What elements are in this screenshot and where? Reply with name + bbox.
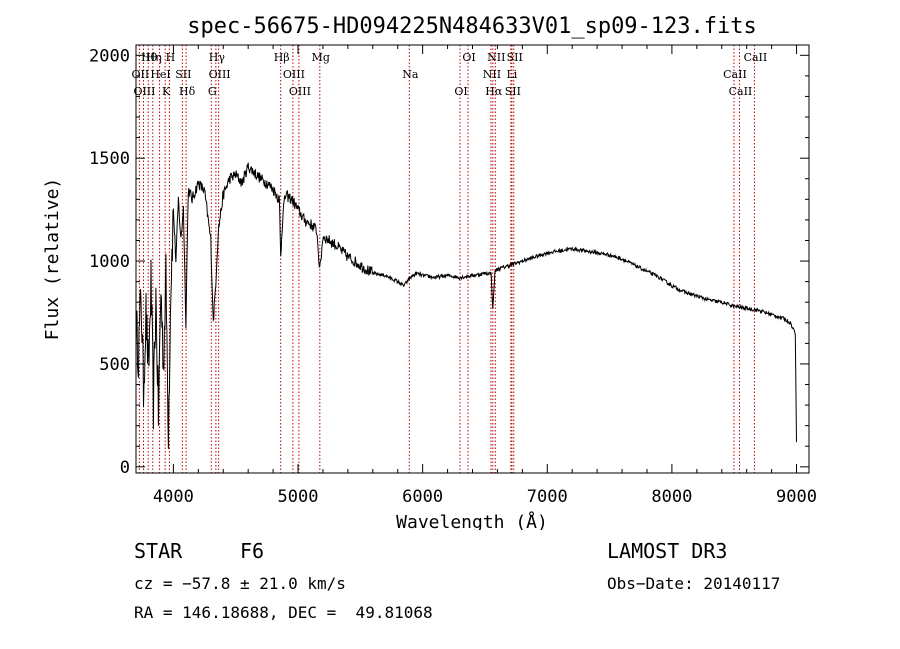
line-labels: Hθ OII OIII Hη HeI K H SII Hδ Hγ OIII G Hβ OIII OIII Mg… <box>132 51 768 98</box>
line-label: NII <box>487 51 505 64</box>
line-label: OI <box>454 85 467 98</box>
x-tick-label: 5000 <box>278 487 319 507</box>
line-label: HeI <box>150 68 170 81</box>
y-tick-label: 500 <box>99 355 130 375</box>
y-axis-ticks: 0 500 1000 1500 2000 <box>89 46 809 478</box>
y-axis-label: Flux (relative) <box>42 178 63 341</box>
line-label: CaII <box>723 68 747 81</box>
line-label: G <box>208 85 217 98</box>
line-label: OIII <box>133 85 155 98</box>
line-label: OII <box>132 68 150 81</box>
line-label: Na <box>402 68 419 81</box>
line-label: OIII <box>289 85 311 98</box>
y-tick-label: 0 <box>120 458 130 478</box>
line-label: Hγ <box>209 51 226 64</box>
spectrum-line <box>135 162 797 449</box>
plot-frame <box>135 44 810 474</box>
line-label: Li <box>506 68 517 81</box>
line-label: K <box>162 85 171 98</box>
object-subclass: F6 <box>240 539 265 563</box>
line-label: OIII <box>283 68 305 81</box>
line-label: SII <box>507 51 523 64</box>
x-tick-label: 7000 <box>527 487 568 507</box>
x-tick-label: 8000 <box>651 487 692 507</box>
y-tick-label: 1500 <box>89 149 130 169</box>
redshift-readout: cz = −57.8 ± 21.0 km/s <box>134 574 346 593</box>
y-tick-label: 1000 <box>89 252 130 272</box>
line-label: SII <box>505 85 521 98</box>
line-label: Hη <box>146 51 162 64</box>
line-label: CaII <box>744 51 768 64</box>
chart-title: spec-56675-HD094225N484633V01_sp09-123.f… <box>187 14 757 39</box>
spectrum-series <box>135 162 797 449</box>
x-tick-label: 6000 <box>402 487 443 507</box>
coordinates-readout: RA = 146.18688, DEC = 49.81068 <box>134 603 433 622</box>
line-label: NII <box>483 68 501 81</box>
line-label: SII <box>175 68 191 81</box>
x-tick-label: 4000 <box>153 487 194 507</box>
line-label: Hδ <box>179 85 196 98</box>
line-label: Hα <box>485 85 503 98</box>
observation-date: Obs−Date: 20140117 <box>607 574 781 593</box>
emission-line-markers <box>138 45 755 473</box>
line-label: Mg <box>312 51 330 64</box>
line-label: OI <box>462 51 475 64</box>
x-axis-ticks: 4000 5000 6000 7000 8000 9000 <box>153 45 817 507</box>
x-tick-label: 9000 <box>776 487 817 507</box>
line-label: OIII <box>209 68 231 81</box>
line-label: Hβ <box>274 51 290 64</box>
line-label: CaII <box>729 85 753 98</box>
survey-name: LAMOST DR3 <box>607 539 728 563</box>
line-label: Hθ <box>141 51 158 64</box>
y-tick-label: 2000 <box>89 46 130 66</box>
object-class: STAR <box>134 539 183 563</box>
x-axis-label: Wavelength (Å) <box>396 511 548 530</box>
line-label: H <box>166 51 176 64</box>
spectrum-plot: spec-56675-HD094225N484633V01_sp09-123.f… <box>42 14 817 530</box>
